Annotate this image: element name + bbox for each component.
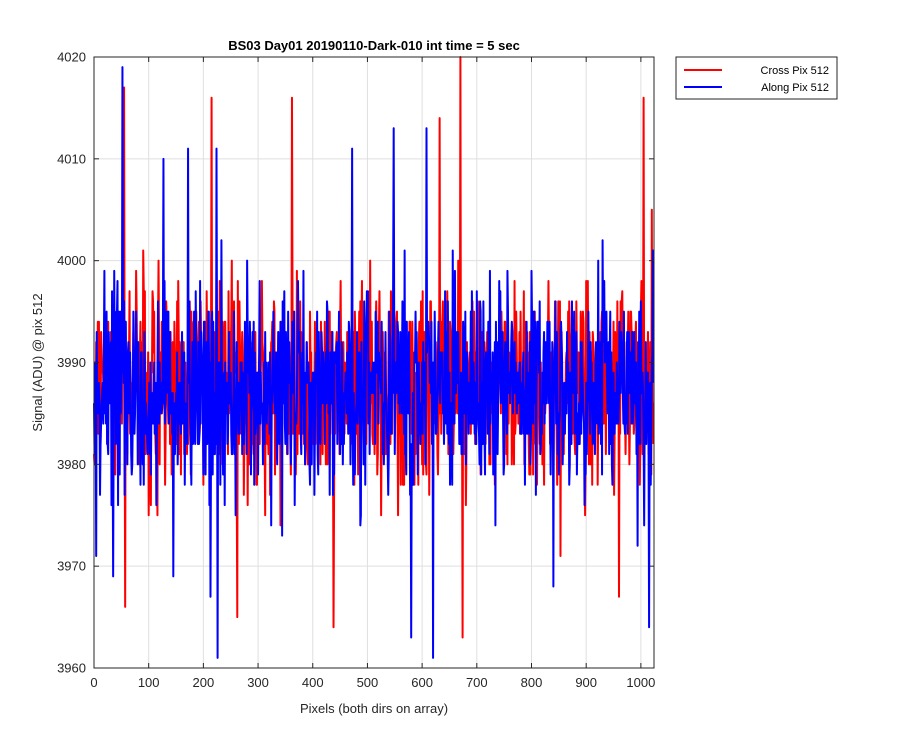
x-tick-label: 1000 xyxy=(626,675,655,690)
y-tick-label: 4010 xyxy=(57,151,86,166)
plot-area xyxy=(93,56,655,659)
axis-ticks: 0 100 200 300 400 500 600 700 800 900 1000 3960 3970… xyxy=(57,50,655,691)
y-tick-label: 3960 xyxy=(57,661,86,676)
y-tick-label: 3990 xyxy=(57,355,86,370)
y-tick-label: 4020 xyxy=(57,50,86,65)
y-tick-label: 4000 xyxy=(57,253,86,268)
x-tick-label: 800 xyxy=(521,675,543,690)
x-axis-label: Pixels (both dirs on array) xyxy=(300,701,448,716)
y-axis-label: Signal (ADU) @ pix 512 xyxy=(30,293,45,431)
x-tick-label: 600 xyxy=(411,675,433,690)
x-tick-label: 300 xyxy=(247,675,269,690)
legend[interactable]: Cross Pix 512 Along Pix 512 xyxy=(675,56,838,100)
chart-title: BS03 Day01 20190110-Dark-010 int time = … xyxy=(228,38,520,53)
x-tick-label: 500 xyxy=(357,675,379,690)
x-tick-label: 0 xyxy=(90,675,97,690)
series-line-along xyxy=(93,66,655,659)
x-tick-label: 900 xyxy=(575,675,597,690)
x-tick-label: 100 xyxy=(138,675,160,690)
y-tick-label: 3970 xyxy=(57,559,86,574)
x-tick-label: 200 xyxy=(193,675,215,690)
x-tick-label: 700 xyxy=(466,675,488,690)
legend-label-along: Along Pix 512 xyxy=(761,82,829,94)
legend-box xyxy=(675,56,838,100)
x-tick-label: 400 xyxy=(302,675,324,690)
legend-label-cross: Cross Pix 512 xyxy=(761,65,829,77)
y-tick-label: 3980 xyxy=(57,457,86,472)
